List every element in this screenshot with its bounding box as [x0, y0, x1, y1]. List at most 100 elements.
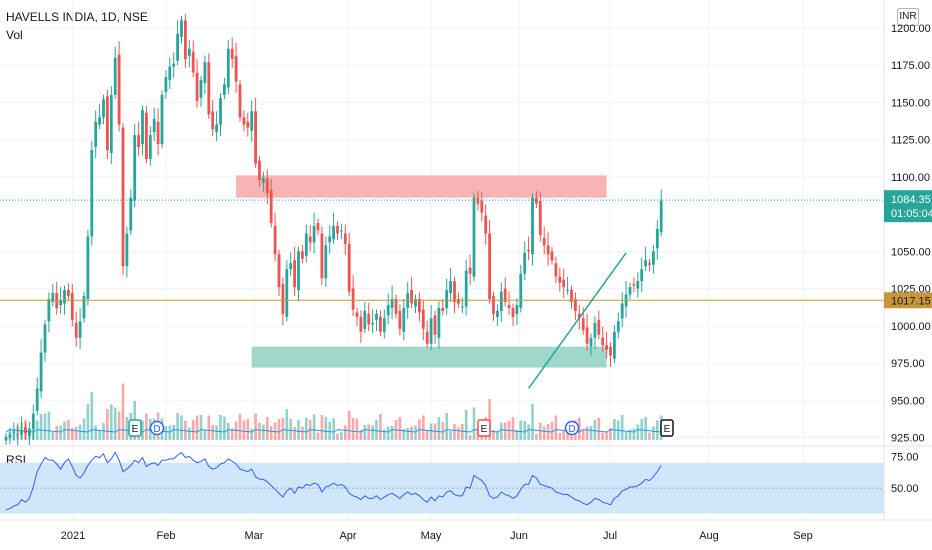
- candle-body: [125, 233, 129, 267]
- candle-body: [238, 84, 242, 118]
- candle-body: [31, 413, 35, 429]
- candle-body: [160, 94, 164, 145]
- volume-bar: [656, 420, 659, 440]
- volume-bar: [620, 415, 624, 440]
- volume-bar: [340, 432, 343, 440]
- candle-body: [605, 345, 608, 350]
- candle-body: [367, 313, 371, 325]
- volume-bar: [398, 417, 402, 440]
- earnings-badge: [660, 419, 674, 437]
- symbol-title[interactable]: HAVELLS INDIA, 1D, NSE: [6, 10, 148, 24]
- candle-body: [51, 293, 55, 302]
- candle-body: [39, 352, 43, 392]
- candle-body: [340, 230, 343, 232]
- candle-body: [258, 160, 261, 180]
- earnings-badge: [128, 419, 142, 437]
- candle-body: [172, 63, 176, 67]
- volume-bar: [78, 424, 82, 440]
- candle-body: [515, 304, 519, 314]
- candle-body: [74, 322, 78, 338]
- candle-body: [581, 318, 585, 331]
- candle-body: [226, 48, 230, 88]
- candle-body: [394, 299, 398, 314]
- candle-body: [223, 84, 226, 95]
- price-tick-label: 975.00: [891, 358, 925, 370]
- candle-body: [636, 281, 640, 289]
- volume-bar: [449, 431, 452, 440]
- volume-bar: [168, 425, 172, 440]
- volume-bar: [82, 418, 86, 440]
- volume-bar: [632, 428, 636, 440]
- candle-body: [109, 94, 113, 154]
- candle-body: [503, 288, 507, 302]
- volume-bar: [199, 415, 203, 440]
- candle-body: [519, 273, 523, 308]
- volume-bar: [254, 413, 257, 440]
- volume-bar: [527, 424, 530, 440]
- candle-body: [453, 281, 456, 302]
- candle-body: [379, 316, 382, 332]
- volume-bar: [262, 424, 265, 440]
- candle-body: [301, 251, 304, 259]
- candle-body: [148, 135, 152, 159]
- candle-body: [70, 293, 74, 320]
- volume-bar: [379, 414, 382, 440]
- candle-body: [152, 118, 156, 133]
- candle-body: [133, 135, 137, 201]
- volume-bar: [55, 426, 58, 440]
- candle-body: [47, 299, 51, 322]
- dividend-marker: D: [149, 420, 165, 436]
- volume-bar: [191, 420, 195, 440]
- currency-button[interactable]: INR: [897, 8, 919, 26]
- candle-body: [176, 33, 179, 61]
- candle-body: [398, 310, 402, 329]
- candle-body: [289, 263, 293, 270]
- candle-body: [577, 313, 581, 319]
- candle-body: [574, 299, 577, 311]
- candle-body: [535, 197, 538, 204]
- candle-body: [613, 331, 616, 359]
- volume-bar: [355, 418, 359, 440]
- time-tick-label: Aug: [699, 530, 719, 542]
- volume-bar: [492, 430, 495, 440]
- candle-body: [425, 331, 429, 344]
- volume-bar: [503, 422, 507, 440]
- candle-body: [562, 279, 566, 288]
- volume-bar: [223, 416, 226, 440]
- volume-bar: [71, 428, 74, 440]
- candle-body: [468, 267, 472, 274]
- candle-body: [195, 72, 199, 101]
- candle-body: [20, 430, 23, 435]
- candle-body: [203, 62, 207, 84]
- volume-bar: [390, 426, 394, 440]
- candle-body: [390, 299, 394, 308]
- candle-body: [655, 229, 659, 249]
- candle-body: [554, 263, 558, 277]
- candle-body: [4, 437, 8, 441]
- volume-bar: [605, 431, 608, 440]
- volume-bar: [367, 424, 370, 440]
- time-tick-label: Jul: [603, 530, 617, 542]
- volume-label: Vol: [6, 28, 23, 42]
- volume-bar: [628, 429, 632, 440]
- volume-bar: [609, 428, 612, 440]
- candle-body: [219, 97, 222, 125]
- candle-body: [82, 296, 86, 319]
- candle-body: [652, 251, 655, 265]
- candle-body: [180, 20, 183, 37]
- candle-body: [480, 200, 484, 213]
- candle-body: [63, 290, 66, 304]
- candle-body: [620, 303, 624, 319]
- candle-body: [644, 260, 647, 267]
- candle-body: [293, 260, 296, 288]
- volume-bar: [188, 427, 191, 440]
- volume-bar: [117, 411, 121, 440]
- price-tick-label: 950.00: [891, 395, 925, 407]
- candle-body: [332, 226, 335, 240]
- candle-body: [211, 111, 215, 130]
- hline-price-badge: [884, 292, 932, 309]
- candle-body: [589, 337, 593, 347]
- volume-bar: [593, 420, 597, 440]
